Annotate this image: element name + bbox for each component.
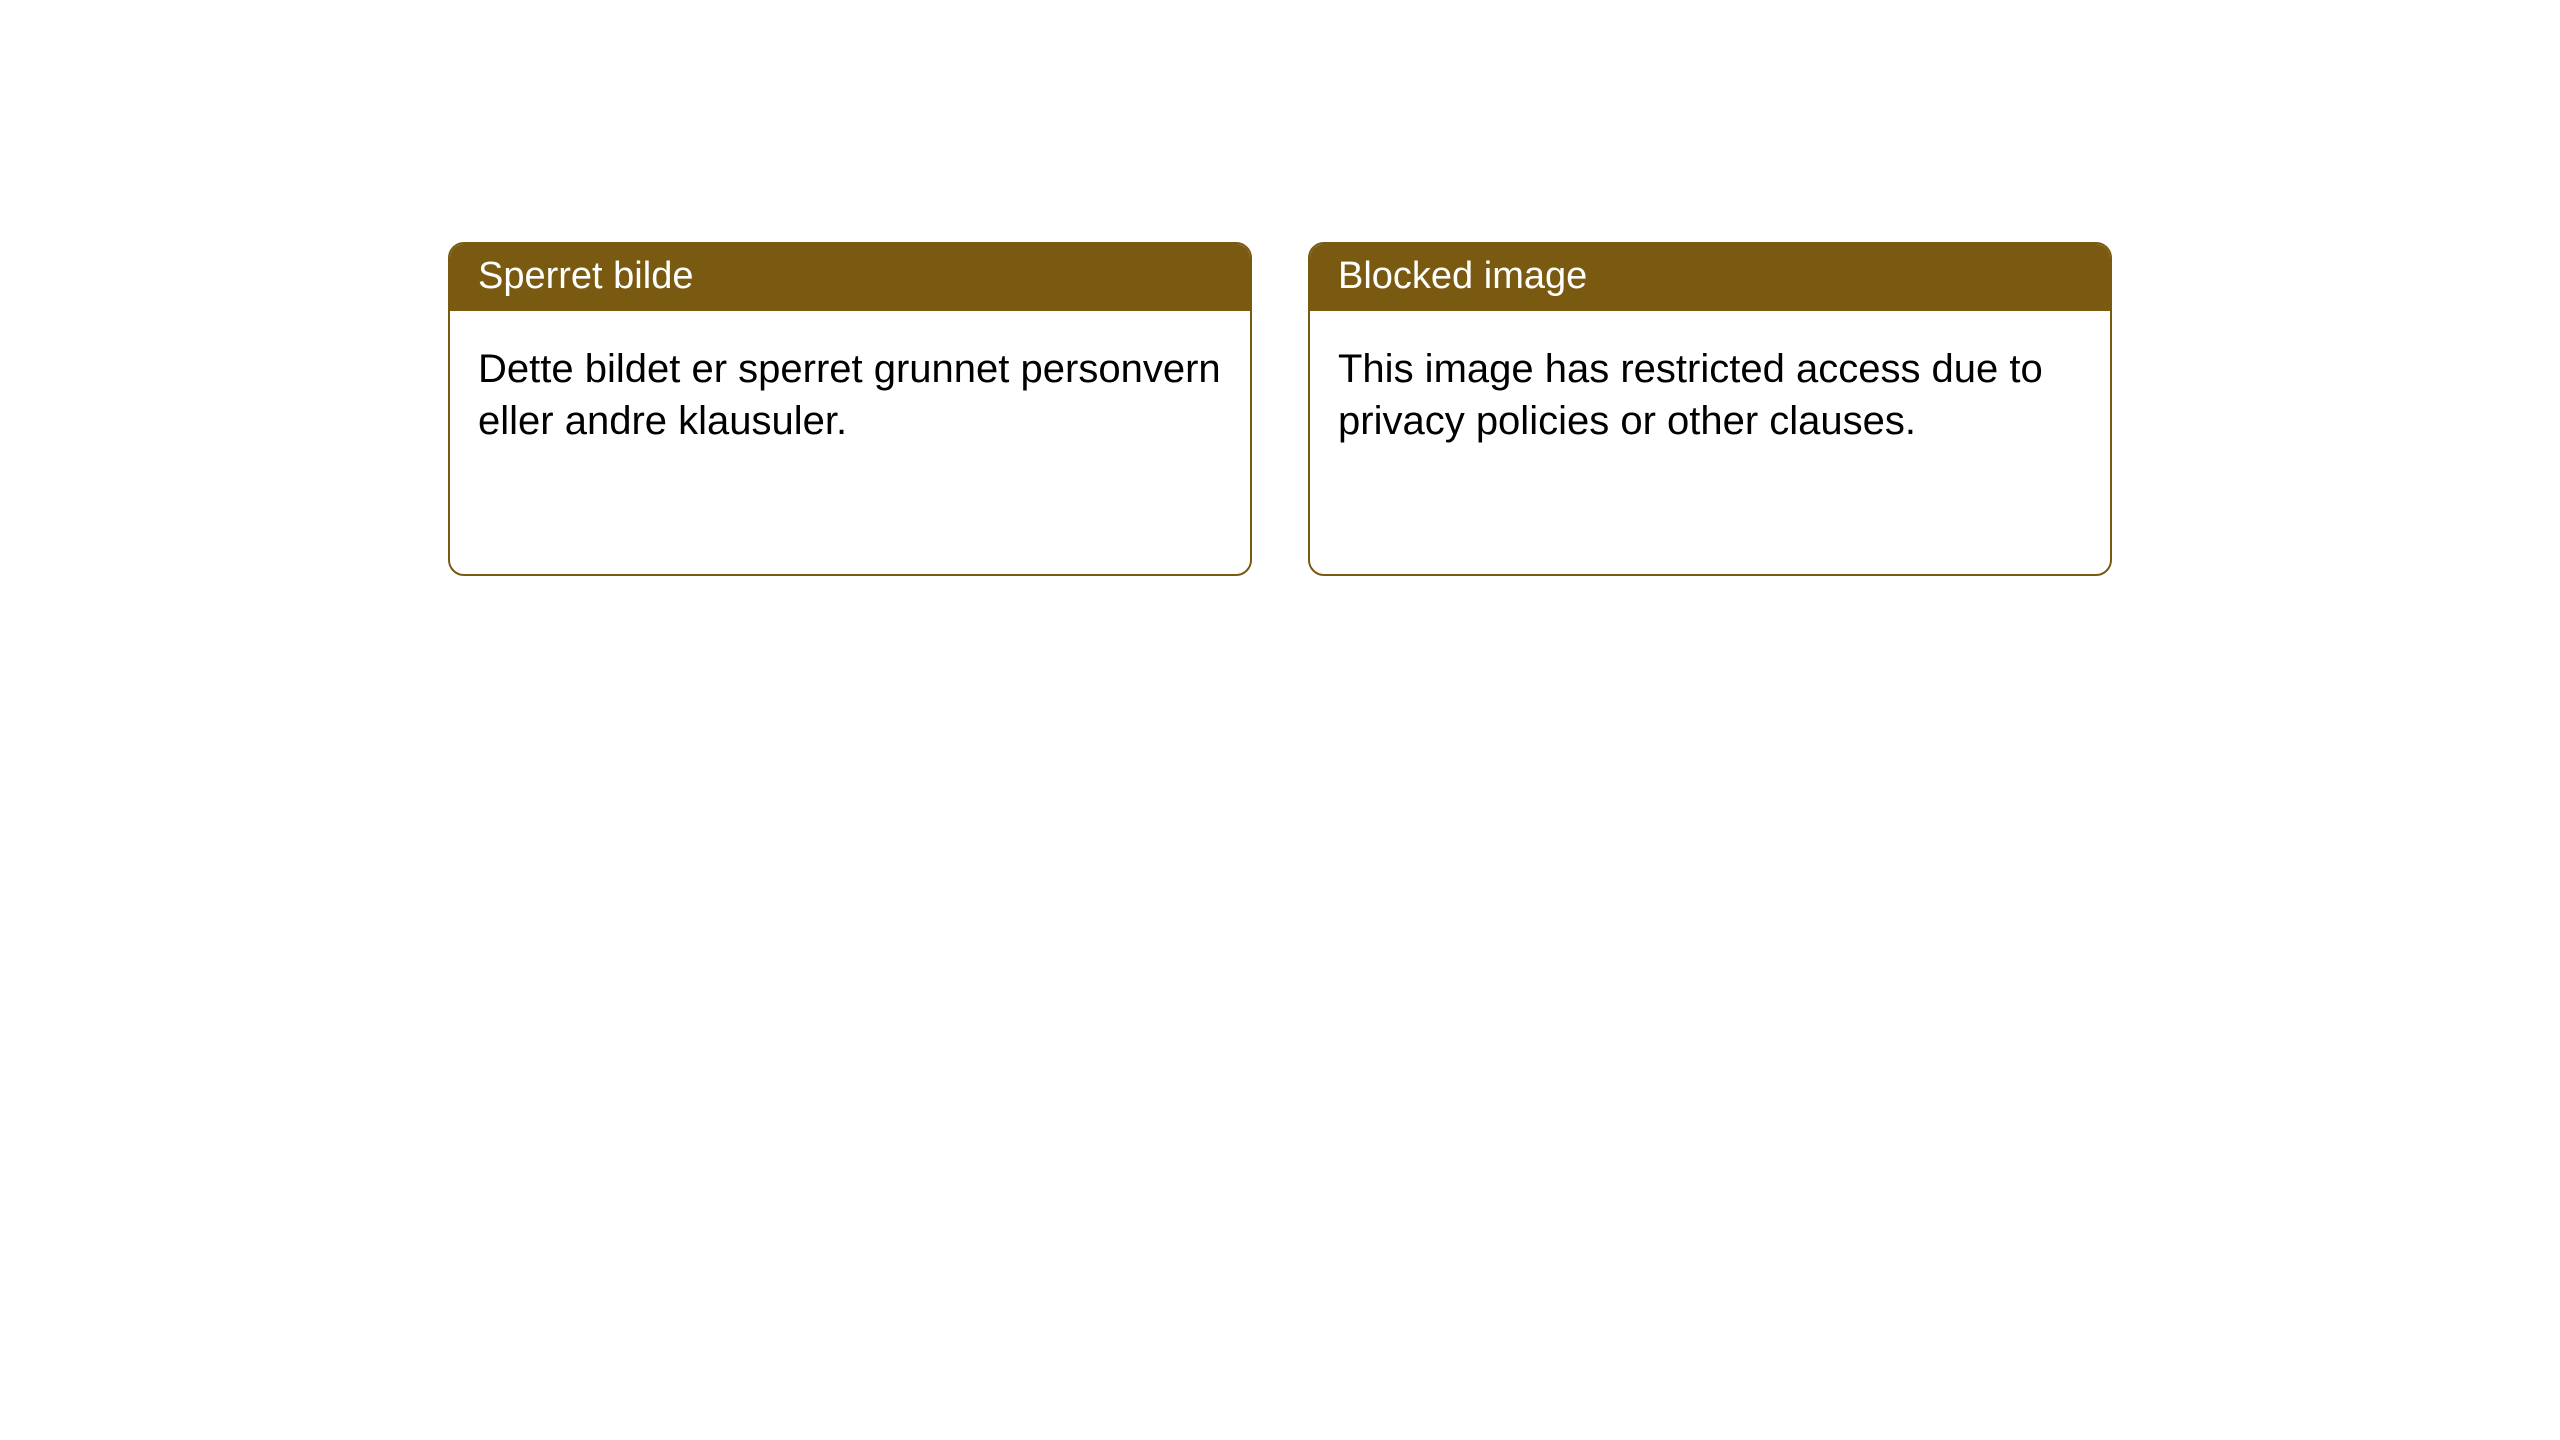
notice-container: Sperret bilde Dette bildet er sperret gr… [0, 0, 2560, 576]
notice-box-norwegian: Sperret bilde Dette bildet er sperret gr… [448, 242, 1252, 576]
notice-body: Dette bildet er sperret grunnet personve… [450, 311, 1250, 479]
notice-body: This image has restricted access due to … [1310, 311, 2110, 479]
notice-header: Sperret bilde [450, 244, 1250, 311]
notice-box-english: Blocked image This image has restricted … [1308, 242, 2112, 576]
notice-header: Blocked image [1310, 244, 2110, 311]
